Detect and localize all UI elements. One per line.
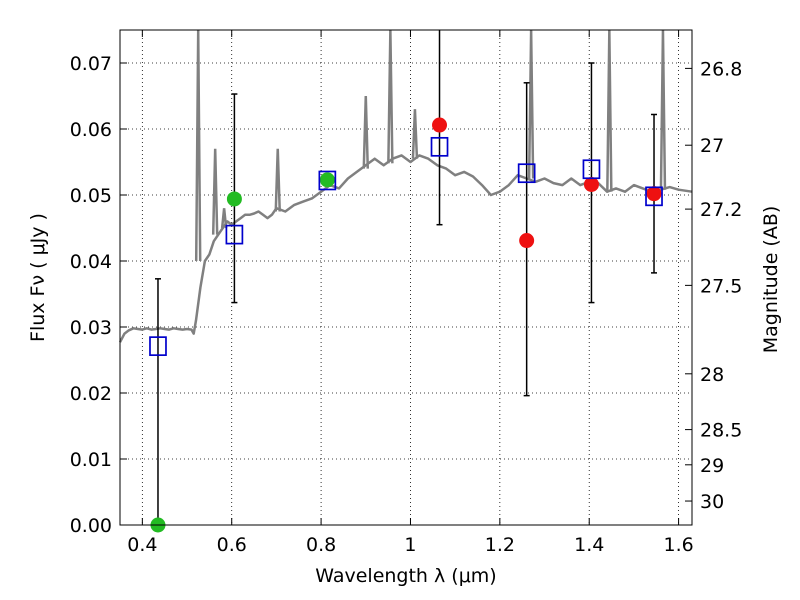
- y-axis-title: Flux Fν ( μJy ): [27, 213, 49, 342]
- emission-line: [274, 148, 281, 212]
- model-point: [517, 163, 536, 184]
- magnitude-tick-label: 26.8: [700, 58, 742, 80]
- y-tick-label: 0.06: [70, 119, 112, 141]
- x-tick-label: 1.4: [574, 534, 604, 556]
- model-point: [645, 186, 663, 207]
- observed-points: [150, 117, 662, 533]
- y-tick-label: 0.03: [70, 317, 112, 339]
- magnitude-tick-label: 27.5: [700, 275, 742, 297]
- magnitude-tick-label: 29: [700, 455, 724, 477]
- x-tick-label: 1.6: [663, 534, 693, 556]
- observed-point: [432, 117, 448, 133]
- model-point: [582, 159, 601, 180]
- y-tick-label: 0.04: [70, 251, 112, 273]
- emission-line: [527, 29, 535, 179]
- x-tick-label: 1: [404, 534, 416, 556]
- y-tick-label: 0.00: [70, 515, 112, 537]
- model-point: [318, 170, 337, 191]
- emission-line: [659, 29, 667, 190]
- emission-line: [220, 208, 228, 229]
- template-spectrum-line: [118, 154, 693, 343]
- template-spectrum: [118, 29, 693, 343]
- magnitude-axis-ticks: 26.8 27 27.2 27.5 28 28.5 29 30: [685, 58, 742, 513]
- model-point: [225, 224, 244, 245]
- error-bars: [154, 30, 658, 526]
- emission-line: [211, 148, 219, 235]
- x-tick-label: 0.8: [306, 534, 336, 556]
- observed-point: [519, 233, 535, 249]
- model-points: [149, 136, 663, 356]
- y-axis-ticks: 0.00 0.01 0.02 0.03 0.04 0.05 0.06 0.07: [70, 53, 127, 537]
- emission-line: [362, 95, 370, 169]
- model-point: [149, 336, 167, 356]
- emission-line: [194, 29, 202, 262]
- magnitude-tick-label: 28.5: [700, 420, 742, 442]
- x-tick-label: 0.4: [127, 534, 157, 556]
- emission-line: [411, 109, 419, 159]
- grid-lines: [120, 30, 692, 525]
- y-tick-label: 0.01: [70, 449, 112, 471]
- x-axis-title: Wavelength λ (μm): [315, 565, 496, 587]
- magnitude-tick-label: 27.2: [700, 199, 742, 221]
- model-point: [430, 136, 449, 157]
- observed-point: [646, 186, 662, 202]
- y-tick-label: 0.05: [70, 185, 112, 207]
- y-tick-label: 0.02: [70, 383, 112, 405]
- plot-frame: [119, 29, 693, 526]
- x-axis-ticks: 0.4 0.6 0.8 1 1.2 1.4 1.6: [127, 30, 694, 556]
- y-tick-label: 0.07: [70, 53, 112, 75]
- x-tick-label: 1.2: [485, 534, 515, 556]
- emission-line: [387, 29, 394, 164]
- observed-point: [226, 191, 242, 207]
- magnitude-tick-label: 30: [700, 491, 724, 513]
- magnitude-axis-title: Magnitude (AB): [760, 206, 782, 354]
- observed-point: [319, 172, 335, 188]
- observed-point: [583, 176, 599, 192]
- x-tick-label: 0.6: [217, 534, 247, 556]
- emission-line: [606, 29, 613, 192]
- magnitude-tick-label: 27: [700, 135, 724, 157]
- magnitude-tick-label: 28: [700, 364, 724, 386]
